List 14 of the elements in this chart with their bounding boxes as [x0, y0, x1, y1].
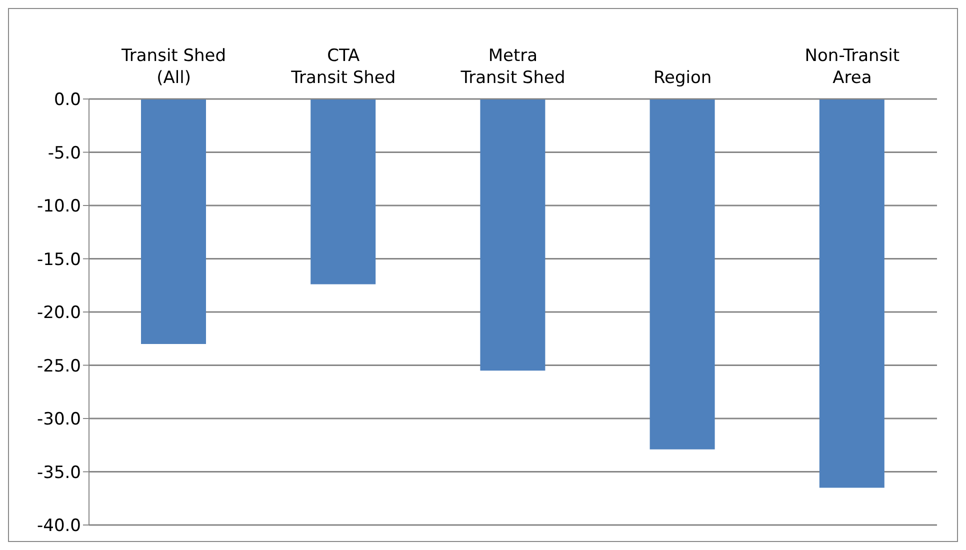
y-tick-label: -5.0 [48, 143, 81, 164]
y-tick-label: -10.0 [37, 196, 81, 217]
y-tick-label: 0.0 [54, 90, 81, 110]
y-tick-label: -25.0 [37, 356, 81, 376]
x-tick-label: Region [654, 68, 712, 88]
y-tick-label: -30.0 [37, 410, 81, 430]
x-tick-label: Metra Transit Shed [460, 46, 566, 88]
x-tick-label: CTA Transit Shed [290, 46, 396, 88]
y-tick-label: -35.0 [37, 462, 81, 483]
y-tick-label: -40.0 [37, 516, 81, 536]
y-tick-label: -20.0 [37, 303, 81, 324]
x-tick-label: Non-Transit Area [804, 46, 900, 88]
x-tick-label: Transit Shed (All) [120, 46, 226, 88]
y-tick-label: -15.0 [37, 250, 81, 270]
